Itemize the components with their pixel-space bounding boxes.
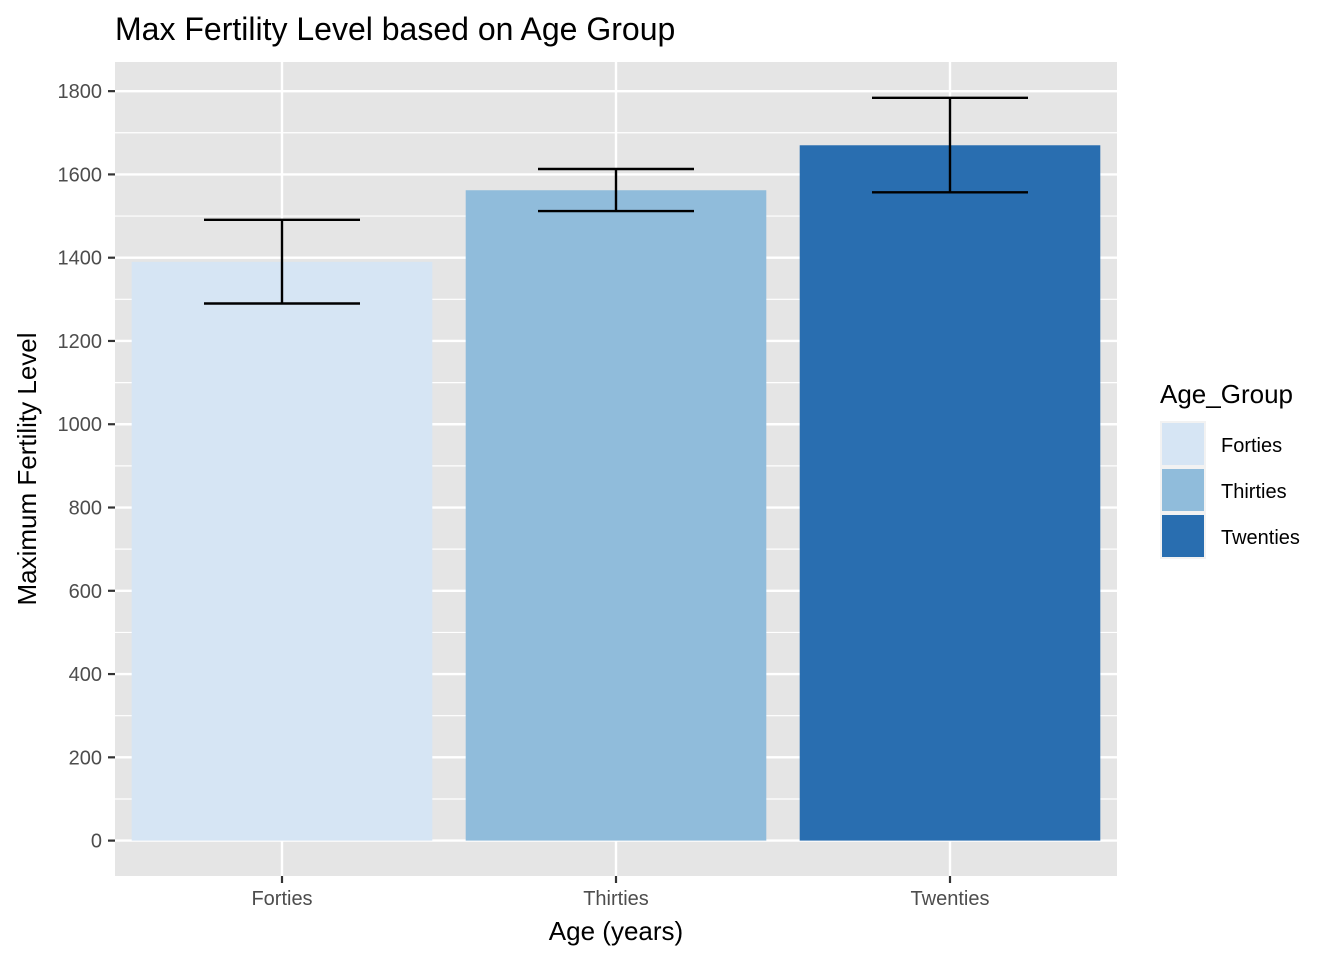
legend-item: Thirties: [1160, 467, 1287, 513]
x-axis-title: Age (years): [549, 916, 683, 946]
bars: [131, 145, 1101, 841]
legend-label: Forties: [1221, 435, 1282, 457]
x-tick-label: Thirties: [583, 888, 649, 910]
legend-label: Thirties: [1221, 481, 1287, 503]
y-tick-label: 400: [69, 664, 102, 686]
error-bars: [204, 96, 1028, 305]
legend-swatch: [1162, 423, 1204, 465]
legend: Age_Group Forties Thirties Twenties: [1160, 379, 1300, 559]
x-tick-label: Forties: [251, 888, 312, 910]
y-tick-label: 1800: [58, 81, 103, 103]
x-tick-label: Twenties: [911, 888, 990, 910]
bar-thirties: [465, 190, 767, 841]
chart-title: Max Fertility Level based on Age Group: [115, 11, 675, 47]
bar-forties: [131, 261, 433, 841]
legend-item: Twenties: [1160, 513, 1300, 559]
x-axis: Forties Thirties Twenties: [251, 876, 989, 910]
y-tick-label: 200: [69, 747, 102, 769]
y-axis-title: Maximum Fertility Level: [12, 332, 42, 605]
y-tick-label: 1400: [58, 248, 103, 270]
bar-twenties: [799, 145, 1101, 841]
y-tick-label: 0: [91, 831, 102, 853]
legend-label: Twenties: [1221, 527, 1300, 549]
error-bar-forties: [204, 218, 360, 305]
legend-item: Forties: [1160, 421, 1282, 467]
y-tick-label: 600: [69, 581, 102, 603]
y-tick-label: 1200: [58, 331, 103, 353]
error-bar-thirties: [538, 167, 694, 213]
y-axis: 0 200 400 600 800 1000 1200 1400 1600 1800: [58, 81, 115, 853]
y-tick-label: 800: [69, 498, 102, 520]
legend-swatch: [1162, 469, 1204, 511]
legend-swatch: [1162, 515, 1204, 557]
y-tick-label: 1000: [58, 414, 103, 436]
legend-title: Age_Group: [1160, 379, 1293, 409]
y-tick-label: 1600: [58, 164, 103, 186]
error-bar-twenties: [872, 96, 1028, 194]
